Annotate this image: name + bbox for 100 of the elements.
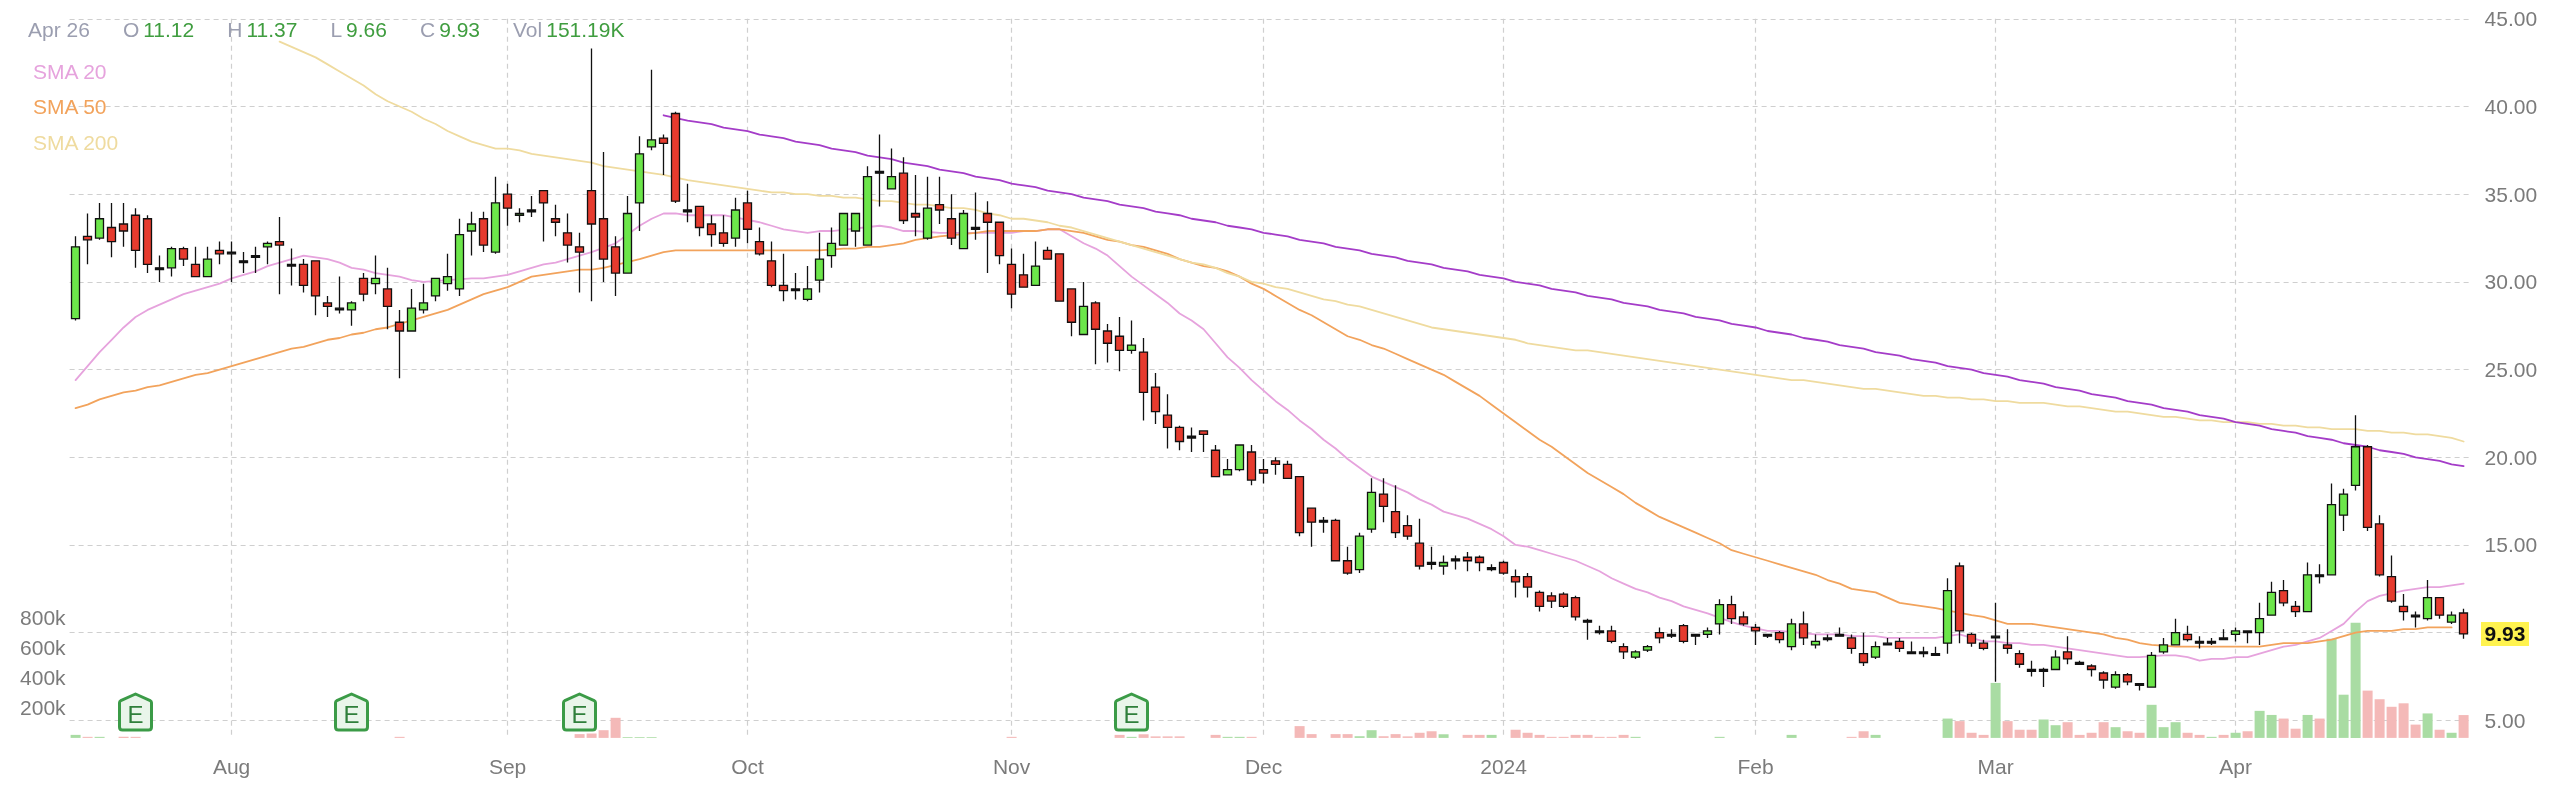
bar xyxy=(1330,734,1341,738)
x-tick-label: Mar xyxy=(1977,754,2014,778)
bar xyxy=(1438,734,1449,738)
badge-icon: E xyxy=(1114,692,1150,732)
candlestick xyxy=(142,214,153,274)
candlestick xyxy=(1342,546,1353,576)
candlestick xyxy=(2266,581,2277,616)
bar xyxy=(1414,732,1425,738)
badge-icon: E xyxy=(334,692,370,732)
bar xyxy=(1978,734,1989,738)
candlestick xyxy=(1654,626,1665,644)
bar xyxy=(1306,734,1317,738)
bar xyxy=(1390,734,1401,738)
candlestick xyxy=(1150,372,1161,425)
candlestick xyxy=(1174,425,1185,451)
bar xyxy=(2038,719,2049,738)
candlestick xyxy=(82,212,93,265)
bar xyxy=(2410,724,2421,738)
bar xyxy=(2086,732,2097,738)
candlestick xyxy=(2386,554,2397,604)
bar xyxy=(1582,734,1593,738)
candlestick xyxy=(1810,633,1821,650)
candlestick xyxy=(946,193,957,246)
candlestick xyxy=(478,211,489,253)
text: 9.93 xyxy=(2484,621,2526,645)
candlestick xyxy=(1270,456,1281,476)
candlestick xyxy=(2110,670,2121,690)
candlestick xyxy=(1630,649,1641,660)
candlestick xyxy=(1018,253,1029,288)
candlestick xyxy=(334,275,345,315)
candlestick xyxy=(598,151,609,283)
bar xyxy=(2074,734,2085,738)
candlestick xyxy=(1714,598,1725,636)
y2-tick-label: 400k xyxy=(20,665,67,689)
y2-tick-label: 600k xyxy=(20,635,67,659)
candlestick xyxy=(1438,554,1449,576)
candlestick xyxy=(1666,628,1677,639)
candlestick xyxy=(106,202,117,258)
bar xyxy=(70,734,81,738)
bar xyxy=(1522,732,1533,738)
bar xyxy=(2002,721,2013,738)
bar xyxy=(1138,734,1149,738)
candlestick xyxy=(994,221,1005,265)
candlestick xyxy=(1042,246,1053,260)
candlestick xyxy=(394,309,405,379)
candlestick xyxy=(574,232,585,294)
candlestick xyxy=(634,135,645,232)
candlestick xyxy=(1306,507,1317,548)
candlestick xyxy=(178,246,189,267)
candlestick xyxy=(406,288,417,332)
candlestick xyxy=(2194,635,2205,650)
annotation: H 11.37 xyxy=(227,18,298,41)
bar xyxy=(1462,734,1473,738)
candlestick xyxy=(1738,610,1749,627)
candlestick xyxy=(1462,551,1473,572)
bar xyxy=(2326,638,2337,738)
bar xyxy=(2242,731,2253,738)
bar xyxy=(2014,729,2025,738)
annotation: Vol 151.19K xyxy=(513,18,625,41)
candlestick xyxy=(1894,637,1905,653)
candlestick xyxy=(2290,600,2301,618)
x-tick-label: Dec xyxy=(1244,754,1283,778)
candlestick xyxy=(1774,630,1785,644)
y-tick-label: 45.00 xyxy=(2484,7,2538,31)
candlestick xyxy=(526,195,537,218)
annotation: E xyxy=(343,701,360,728)
bar xyxy=(2134,732,2145,738)
candlestick xyxy=(1702,626,1713,639)
line-series xyxy=(278,40,2465,443)
candlestick xyxy=(214,240,225,265)
candlestick xyxy=(538,190,549,243)
y2-tick-label: 800k xyxy=(20,605,67,629)
candlestick xyxy=(2182,625,2193,643)
candlestick xyxy=(1798,610,1809,646)
candlestick xyxy=(1678,623,1689,644)
candlestick xyxy=(682,183,693,223)
candlestick xyxy=(1186,426,1197,453)
bar xyxy=(1858,731,1869,738)
bar xyxy=(2122,731,2133,738)
candlestick xyxy=(1126,319,1137,355)
candlestick xyxy=(886,147,897,190)
candlestick xyxy=(2422,579,2433,622)
candlestick xyxy=(2158,637,2169,655)
bar xyxy=(2302,714,2313,738)
candlestick xyxy=(202,246,213,278)
candlestick xyxy=(1426,546,1437,571)
candlestick xyxy=(730,197,741,248)
bar xyxy=(1618,734,1629,738)
bar xyxy=(598,730,609,738)
candlestick xyxy=(370,254,381,295)
candlestick xyxy=(2122,672,2133,686)
candlestick xyxy=(2242,630,2253,644)
candlestick xyxy=(430,277,441,302)
bar xyxy=(1534,734,1545,738)
candlestick xyxy=(1162,393,1173,450)
bar xyxy=(1870,734,1881,738)
candlestick xyxy=(922,176,933,241)
candlestick xyxy=(2062,635,2073,665)
bar xyxy=(2050,725,2061,738)
candlestick xyxy=(1582,617,1593,641)
